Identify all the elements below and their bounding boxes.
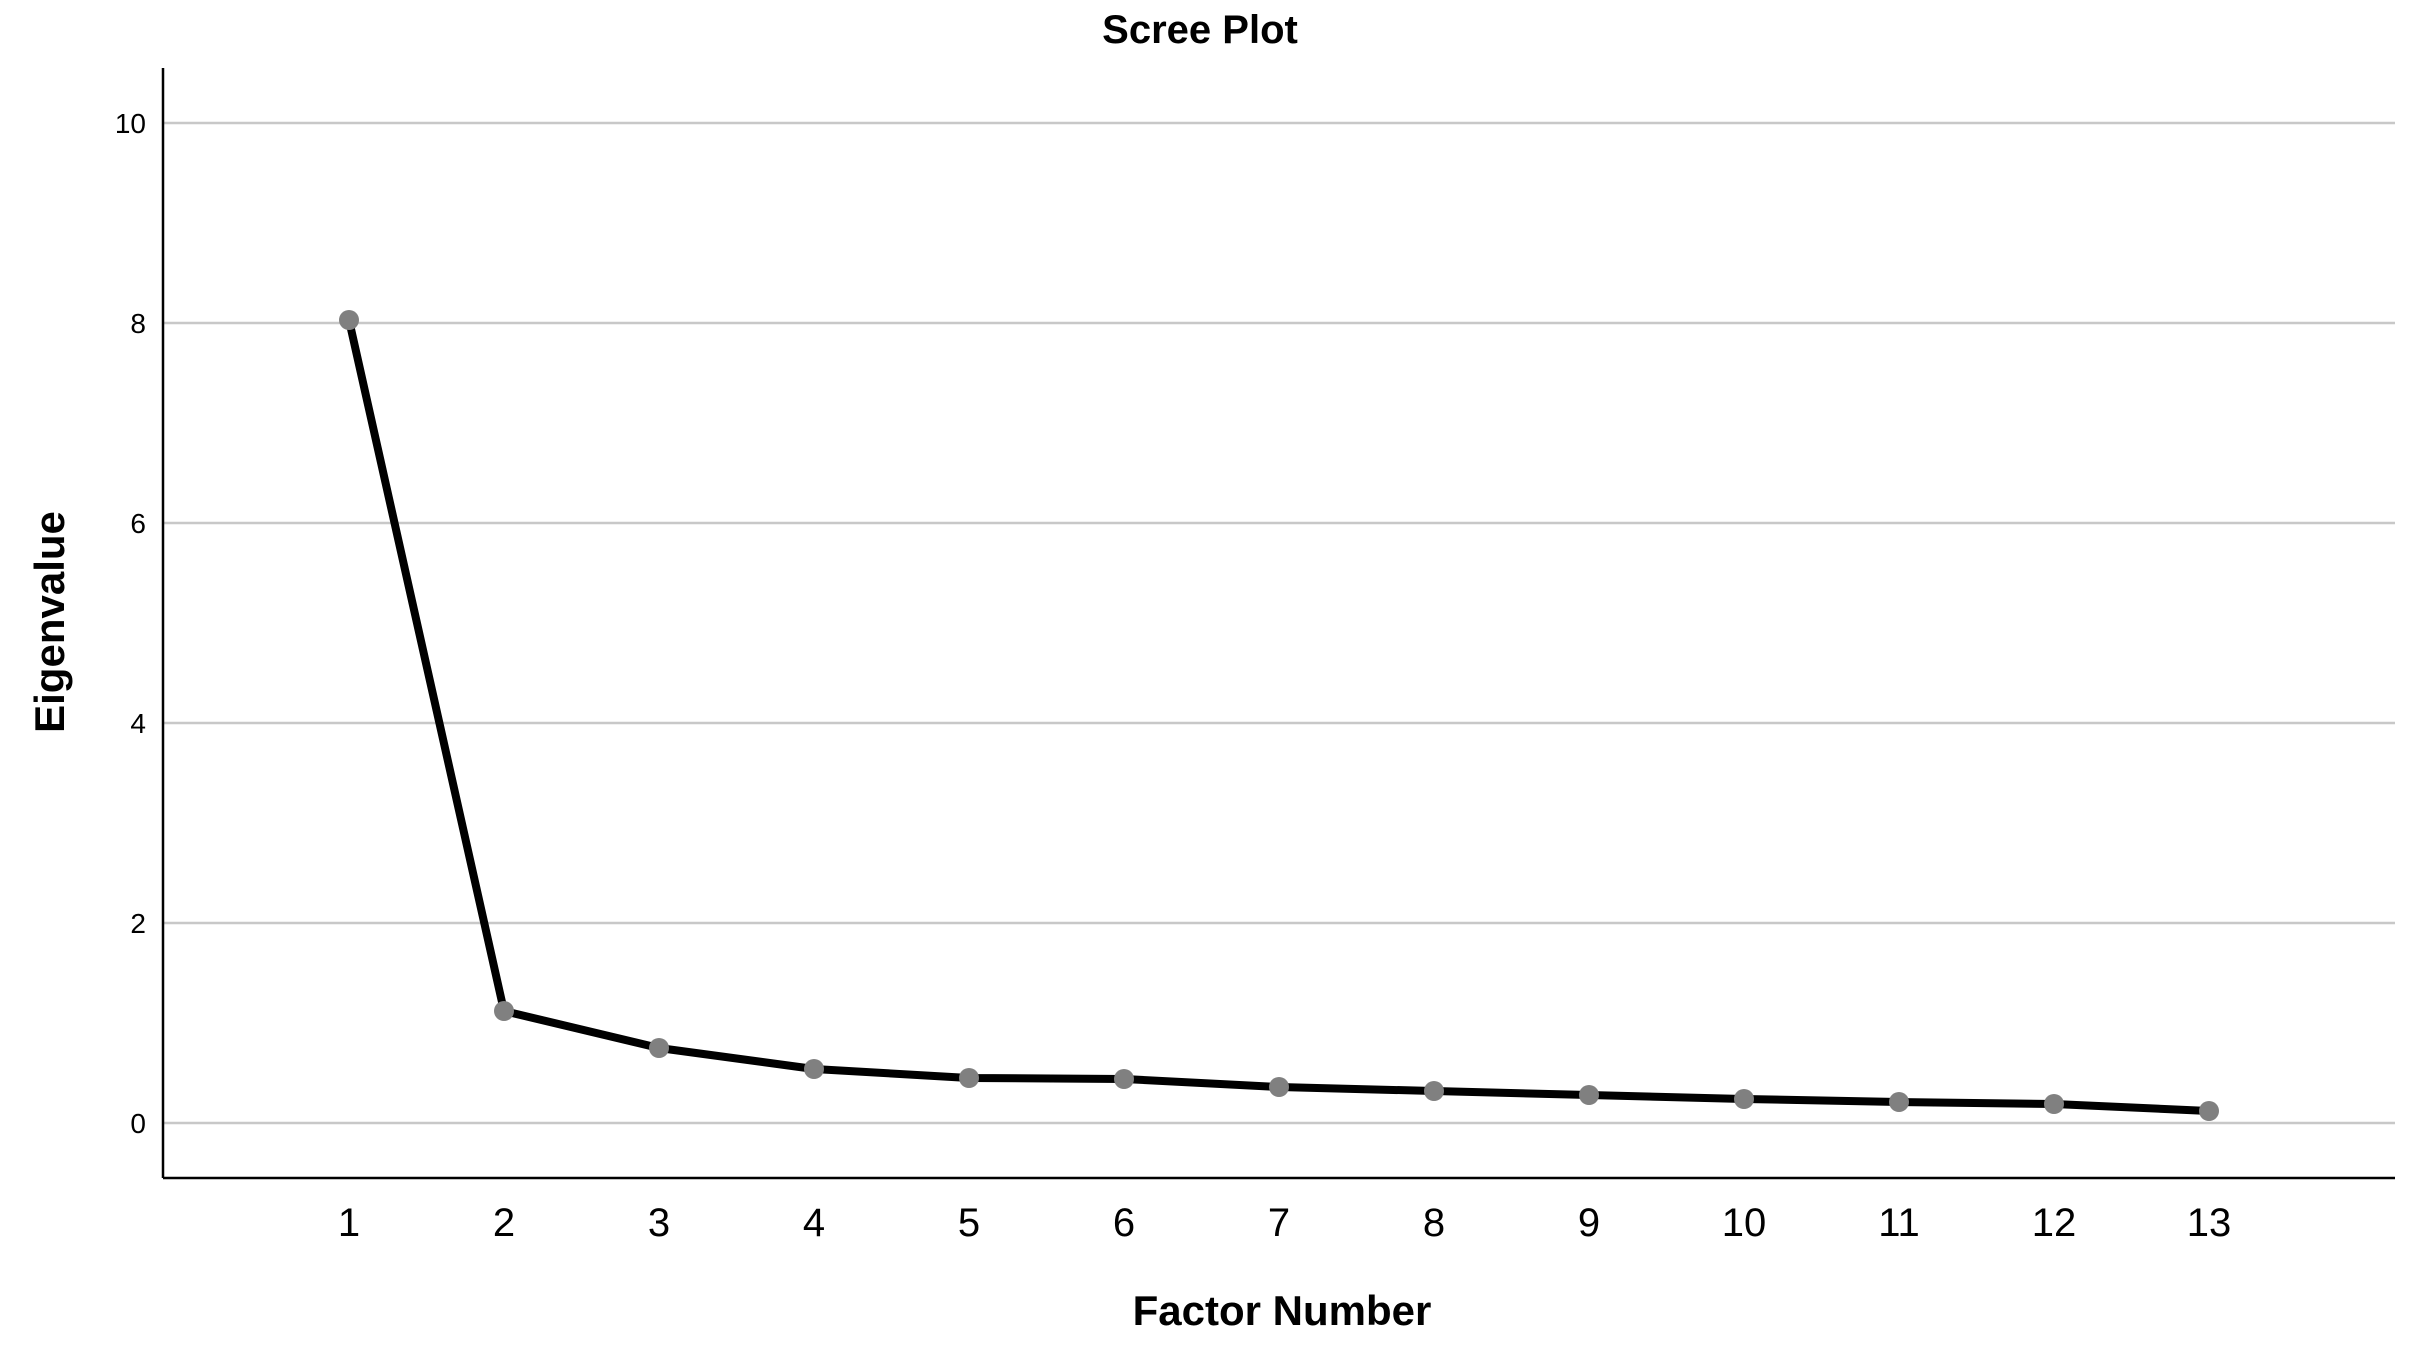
data-point xyxy=(1889,1092,1909,1112)
x-tick-label: 9 xyxy=(1578,1201,1600,1245)
data-point xyxy=(1269,1077,1289,1097)
x-tick-label: 1 xyxy=(338,1201,360,1245)
x-axis-label: Factor Number xyxy=(1133,1287,1432,1334)
data-series xyxy=(339,310,2219,1121)
x-tick-label: 3 xyxy=(648,1201,670,1245)
y-tick-label: 8 xyxy=(130,308,146,339)
x-tick-label: 10 xyxy=(1722,1201,1767,1245)
series-line xyxy=(345,316,2213,1115)
chart-title: Scree Plot xyxy=(1102,8,1298,52)
grid-lines xyxy=(163,121,2395,1125)
data-point xyxy=(959,1068,979,1088)
x-tick-label: 6 xyxy=(1113,1201,1135,1245)
y-tick-label: 10 xyxy=(115,108,146,139)
x-tick-label: 12 xyxy=(2032,1201,2077,1245)
y-axis-label: Eigenvalue xyxy=(26,511,73,733)
labels: Scree Plot Factor Number Eigenvalue 0 2 4 6… xyxy=(26,8,2231,1334)
y-tick-label: 6 xyxy=(130,508,146,539)
x-tick-label: 11 xyxy=(1878,1201,1920,1245)
data-point xyxy=(1424,1081,1444,1101)
data-point xyxy=(1734,1089,1754,1109)
y-tick-label: 4 xyxy=(130,708,146,739)
data-point xyxy=(1114,1069,1134,1089)
data-point xyxy=(804,1059,824,1079)
x-tick-label: 13 xyxy=(2187,1201,2232,1245)
x-tick-label: 8 xyxy=(1423,1201,1445,1245)
data-point xyxy=(1579,1085,1599,1105)
data-point xyxy=(649,1038,669,1058)
axes xyxy=(161,68,2395,1180)
data-point xyxy=(494,1001,514,1021)
x-tick-label: 5 xyxy=(958,1201,980,1245)
y-tick-label: 0 xyxy=(130,1108,146,1139)
data-point xyxy=(339,310,359,330)
data-point xyxy=(2044,1094,2064,1114)
x-tick-label: 7 xyxy=(1268,1201,1290,1245)
x-tick-label: 4 xyxy=(803,1201,825,1245)
data-point xyxy=(2199,1101,2219,1121)
x-tick-label: 2 xyxy=(493,1201,515,1245)
y-tick-label: 2 xyxy=(130,908,146,939)
